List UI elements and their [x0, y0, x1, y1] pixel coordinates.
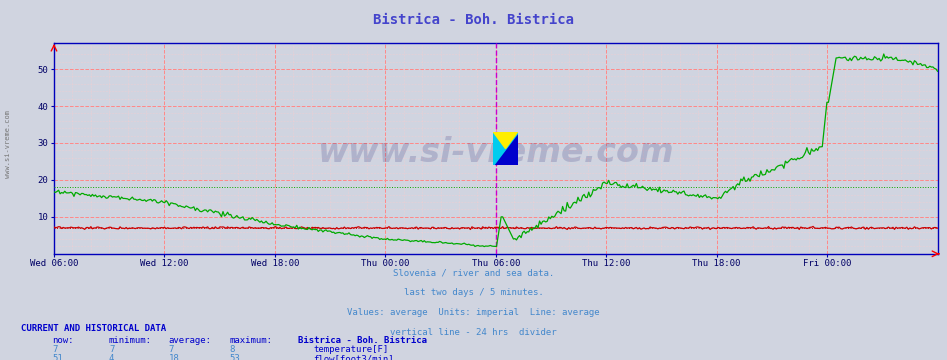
Text: vertical line - 24 hrs  divider: vertical line - 24 hrs divider — [390, 328, 557, 337]
Text: 53: 53 — [229, 354, 240, 360]
Text: 18: 18 — [169, 354, 179, 360]
Text: 7: 7 — [109, 345, 115, 354]
Text: 4: 4 — [109, 354, 115, 360]
Text: minimum:: minimum: — [109, 336, 152, 345]
Polygon shape — [493, 132, 518, 165]
Text: temperature[F]: temperature[F] — [313, 345, 388, 354]
Text: www.si-vreme.com: www.si-vreme.com — [5, 110, 10, 178]
Text: 8: 8 — [229, 345, 235, 354]
Text: maximum:: maximum: — [229, 336, 272, 345]
Text: Slovenia / river and sea data.: Slovenia / river and sea data. — [393, 268, 554, 277]
Text: 51: 51 — [52, 354, 63, 360]
Text: 7: 7 — [52, 345, 58, 354]
Polygon shape — [493, 132, 518, 165]
Text: last two days / 5 minutes.: last two days / 5 minutes. — [403, 288, 544, 297]
Text: Bistrica - Boh. Bistrica: Bistrica - Boh. Bistrica — [298, 336, 427, 345]
Text: CURRENT AND HISTORICAL DATA: CURRENT AND HISTORICAL DATA — [21, 324, 166, 333]
Text: flow[foot3/min]: flow[foot3/min] — [313, 354, 394, 360]
Text: Values: average  Units: imperial  Line: average: Values: average Units: imperial Line: av… — [348, 308, 599, 317]
Text: 7: 7 — [169, 345, 174, 354]
Text: www.si-vreme.com: www.si-vreme.com — [317, 136, 674, 169]
Text: Bistrica - Boh. Bistrica: Bistrica - Boh. Bistrica — [373, 13, 574, 27]
Text: average:: average: — [169, 336, 211, 345]
Text: now:: now: — [52, 336, 74, 345]
Polygon shape — [493, 132, 518, 148]
